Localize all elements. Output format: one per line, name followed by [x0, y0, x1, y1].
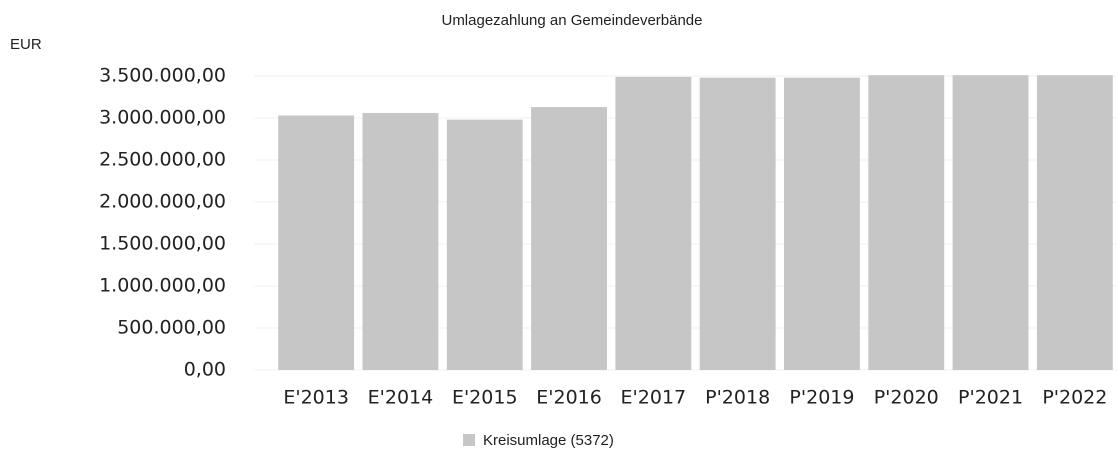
bar — [952, 75, 1029, 370]
bar — [362, 112, 439, 371]
y-tick-label: 0,00 — [184, 359, 226, 381]
chart-title: Umlagezahlung an Gemeindeverbände — [441, 12, 702, 29]
legend-label: Kreisumlage (5372) — [483, 432, 614, 449]
x-tick-label: P'2021 — [958, 387, 1023, 409]
x-tick-label: P'2020 — [874, 387, 939, 409]
bar — [784, 77, 860, 371]
bar — [446, 119, 523, 371]
bar — [278, 115, 355, 370]
x-tick-label: P'2022 — [1042, 387, 1107, 409]
x-tick-label: E'2014 — [368, 387, 434, 409]
bar — [1036, 75, 1113, 370]
y-tick-label: 1.500.000,00 — [99, 233, 226, 255]
y-tick-label: 3.000.000,00 — [99, 107, 226, 129]
bar — [699, 77, 776, 371]
x-tick-label: P'2019 — [789, 387, 854, 409]
y-axis-label: EUR — [10, 36, 42, 53]
legend-swatch — [463, 434, 475, 446]
y-tick-label: 1.000.000,00 — [99, 275, 226, 297]
bar — [615, 76, 692, 370]
x-tick-label: P'2018 — [705, 387, 770, 409]
x-tick-label: E'2017 — [621, 387, 687, 409]
y-tick-label: 3.500.000,00 — [99, 65, 226, 87]
x-tick-label: E'2016 — [536, 387, 602, 409]
bar — [531, 107, 607, 370]
y-tick-label: 2.000.000,00 — [99, 191, 226, 213]
y-tick-label: 2.500.000,00 — [99, 149, 226, 171]
bar — [868, 75, 945, 370]
x-tick-label: E'2015 — [452, 387, 518, 409]
y-tick-label: 500.000,00 — [117, 317, 226, 339]
x-tick-label: E'2013 — [283, 387, 349, 409]
